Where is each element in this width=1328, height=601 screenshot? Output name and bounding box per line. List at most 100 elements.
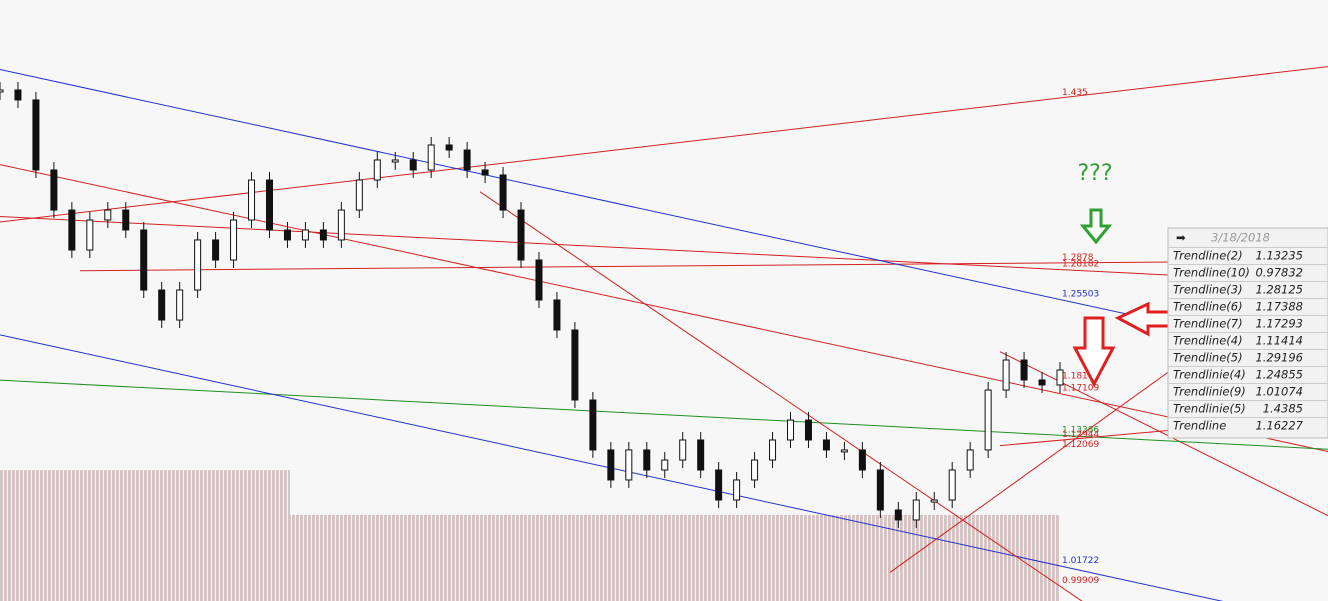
candle-body — [1056, 369, 1064, 386]
candle-body — [625, 449, 633, 481]
tooltip-value: 1.16227 — [1255, 419, 1303, 433]
candle-body — [894, 509, 902, 521]
candle-body — [50, 169, 58, 211]
candle-body — [0, 89, 4, 93]
tooltip-name: Trendline(4) — [1173, 334, 1243, 348]
candle-body — [984, 389, 992, 451]
candle-body — [535, 259, 543, 301]
trendline — [0, 216, 1328, 284]
trendline-label: 1.2878 — [1062, 253, 1094, 263]
candle-body — [912, 499, 920, 521]
arrow-down-red — [1072, 316, 1116, 388]
tooltip-icon: ➡ — [1176, 231, 1186, 245]
candle-body — [301, 229, 309, 241]
tooltip-value: 1.24855 — [1255, 368, 1303, 382]
tooltip-value: 1.17388 — [1255, 300, 1303, 314]
arrow-left-red — [1114, 301, 1172, 337]
volume-area — [0, 470, 290, 601]
candle-body — [32, 99, 40, 171]
candle-body — [822, 439, 830, 451]
trendline — [0, 69, 1328, 359]
trendline-label: 1.17109 — [1062, 384, 1099, 394]
candle-body — [876, 469, 884, 511]
tooltip-value: 1.11414 — [1255, 334, 1303, 348]
candle-body — [265, 179, 273, 231]
tooltip-value: 1.28125 — [1255, 283, 1303, 297]
candle-body — [355, 179, 363, 211]
candle-body — [427, 144, 435, 171]
candle-body — [230, 219, 238, 261]
candle-body — [840, 449, 848, 453]
trendline — [0, 379, 1328, 450]
tooltip-name: Trendline(2) — [1173, 249, 1243, 263]
volume-area — [290, 515, 1060, 601]
trendline-label: 0.99909 — [1062, 576, 1099, 586]
candle-body — [481, 169, 489, 176]
tooltip-value: 1.17293 — [1255, 317, 1303, 331]
tooltip-name: Trendline(7) — [1173, 317, 1243, 331]
candle-body — [463, 149, 471, 171]
tooltip-value: 1.01074 — [1255, 385, 1303, 399]
trendline — [0, 66, 1328, 223]
candle-body — [804, 419, 812, 441]
candle-body — [948, 469, 956, 501]
candle-body — [1002, 359, 1010, 391]
candle-body — [283, 229, 291, 241]
trendline-label: 1.435 — [1062, 88, 1088, 98]
tooltip-date: 3/18/2018 — [1211, 231, 1270, 245]
candle-body — [445, 144, 453, 151]
candle-body — [517, 209, 525, 261]
candle-body — [787, 419, 795, 441]
candle-body — [86, 219, 94, 251]
trendline-label: 1.28182 — [1062, 260, 1099, 270]
tooltip-value: 0.97832 — [1255, 266, 1303, 280]
trendline-label: 1.01722 — [1062, 556, 1099, 566]
trendline-label: 1.13386 — [1062, 425, 1099, 435]
candle-body — [733, 479, 741, 501]
candle-body — [68, 209, 76, 251]
candle-body — [769, 439, 777, 461]
candle-body — [122, 209, 130, 231]
trendline-label: 1.12069 — [1062, 440, 1099, 450]
candle-body — [1020, 359, 1028, 381]
arrow-down-green — [1079, 208, 1113, 245]
candle-body — [337, 209, 345, 241]
candle-body — [158, 289, 166, 321]
candle-body — [751, 459, 759, 481]
candle-body — [391, 159, 399, 163]
candle-body — [553, 299, 561, 331]
candle-body — [643, 449, 651, 471]
candle-body — [571, 329, 579, 401]
tooltip-name: Trendlinie(4) — [1173, 368, 1246, 382]
candle-body — [679, 439, 687, 461]
candle-body — [1038, 379, 1046, 386]
candle-body — [212, 239, 220, 261]
candle-body — [373, 159, 381, 181]
tooltip-name: Trendlinie(5) — [1173, 402, 1246, 416]
candle-body — [607, 449, 615, 481]
trendline — [0, 164, 1328, 452]
trendline — [79, 260, 1328, 272]
candle-body — [176, 289, 184, 321]
tooltip-name: Trendline — [1173, 419, 1226, 433]
tooltip-name: Trendline(5) — [1173, 351, 1243, 365]
candle-body — [858, 449, 866, 471]
tooltip-value: 1.13235 — [1255, 249, 1303, 263]
candle-body — [966, 449, 974, 471]
candle-body — [248, 179, 256, 221]
candle-body — [930, 499, 938, 503]
tooltip-name: Trendline(3) — [1173, 283, 1243, 297]
candle-body — [697, 439, 705, 471]
candle-body — [589, 399, 597, 451]
tooltip-value: 1.4385 — [1263, 402, 1303, 416]
trendline — [999, 351, 1328, 517]
candle-body — [140, 229, 148, 291]
trendline — [479, 191, 1083, 601]
trendline — [0, 334, 1224, 601]
trendline-label: 1.18171 — [1062, 372, 1099, 382]
candle-body — [194, 239, 202, 291]
candle-body — [499, 174, 507, 211]
annotation: ??? — [1077, 161, 1112, 186]
